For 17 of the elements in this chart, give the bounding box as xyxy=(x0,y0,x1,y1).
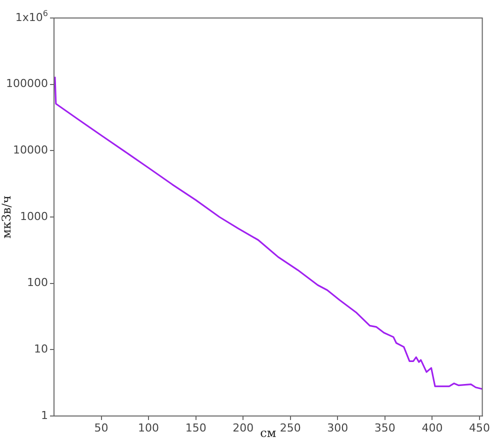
x-tick-label: 50 xyxy=(94,421,108,434)
y-tick-label: 1 xyxy=(41,408,48,422)
y-tick-label: 10 xyxy=(34,342,48,356)
x-tick-label: 350 xyxy=(374,421,396,434)
y-tick-label: 100 xyxy=(27,276,48,290)
x-tick-label: 400 xyxy=(422,421,443,434)
x-tick-label: 450 xyxy=(468,421,490,434)
x-tick-label: 150 xyxy=(185,421,206,434)
y-axis-title: мкЗв/ч xyxy=(0,195,14,239)
x-tick-label: 250 xyxy=(280,421,301,434)
y-tick-label: 1000 xyxy=(20,210,48,223)
y-tick-label: 10000 xyxy=(13,144,48,157)
x-axis-title: см xyxy=(260,426,276,440)
x-tick-label: 300 xyxy=(327,421,348,434)
x-tick-label: 200 xyxy=(232,421,254,434)
x-tick-label: 100 xyxy=(138,421,160,434)
y-tick-label: 100000 xyxy=(6,77,48,90)
